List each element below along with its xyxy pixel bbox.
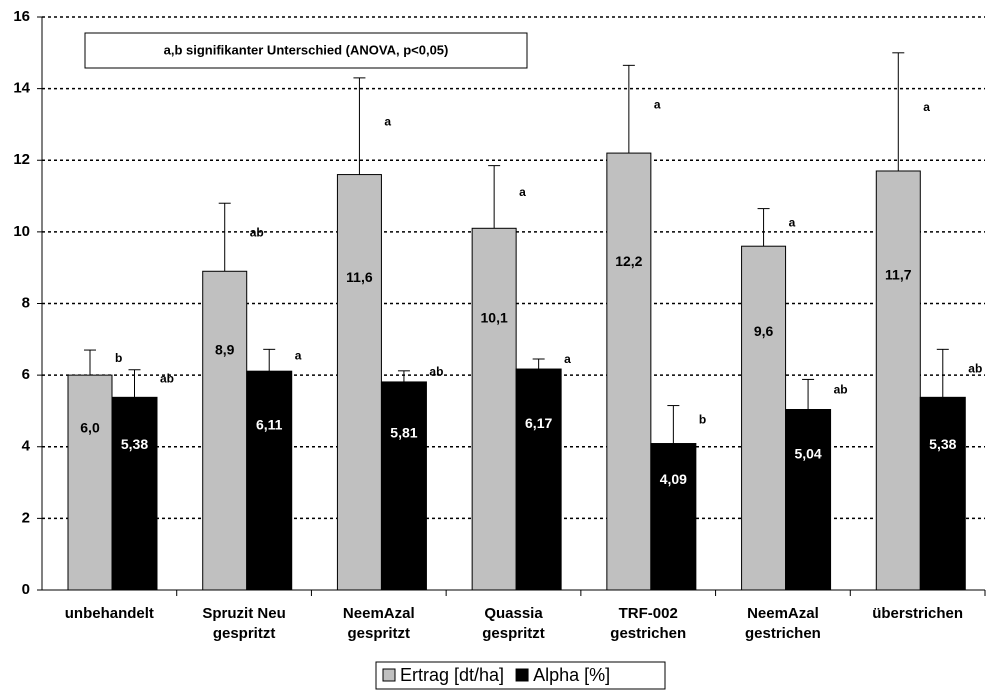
legend: Ertrag [dt/ha] Alpha [%]: [375, 661, 666, 690]
error-bar: [532, 358, 545, 370]
significance-letter: a: [564, 352, 571, 366]
data-label: 10,1: [481, 309, 508, 325]
x-tick-label: unbehandelt: [65, 605, 154, 622]
y-tick-label: 0: [22, 581, 30, 598]
bar: [919, 396, 966, 591]
bar: [336, 174, 382, 591]
legend-label: Ertrag [dt/ha]: [400, 665, 504, 685]
data-label: 8,9: [215, 342, 235, 358]
x-tick-label: Quassia: [484, 605, 543, 622]
data-label: 11,6: [346, 269, 373, 285]
y-tick-label: 12: [13, 151, 30, 168]
bar: [741, 245, 787, 591]
data-label: 4,09: [660, 471, 687, 487]
error-bar: [84, 349, 96, 376]
y-tick-label: 4: [22, 438, 31, 455]
x-tick-label: gespritzt: [348, 625, 411, 642]
significance-letter: ab: [429, 365, 443, 379]
data-label: 6,11: [256, 417, 283, 433]
bar: [111, 396, 158, 591]
bar: [246, 370, 293, 591]
significance-letter: b: [115, 351, 122, 365]
error-bar: [353, 77, 366, 175]
x-tick-label: NeemAzal: [343, 605, 415, 622]
x-tick-label: gespritzt: [482, 625, 545, 642]
data-label: 5,38: [121, 436, 148, 452]
y-tick-label: 2: [22, 509, 30, 526]
error-bar: [128, 369, 141, 398]
data-label: 6,0: [80, 420, 100, 436]
significance-letter: ab: [250, 225, 264, 239]
x-tick-label: NeemAzal: [747, 605, 819, 622]
error-bar: [397, 370, 410, 382]
data-label: 5,04: [794, 445, 821, 461]
bar: [875, 170, 921, 591]
significance-letter: a: [519, 185, 526, 199]
significance-letter: ab: [834, 383, 848, 397]
legend-swatch: [382, 668, 396, 682]
annotation-box: [84, 32, 528, 69]
y-tick-label: 6: [22, 366, 30, 383]
x-tick-label: gestrichen: [745, 625, 821, 642]
y-tick-label: 8: [22, 294, 30, 311]
y-tick-label: 10: [13, 223, 30, 240]
y-tick-label: 16: [13, 8, 30, 25]
data-label: 9,6: [754, 323, 774, 339]
x-tick-label: überstrichen: [872, 605, 963, 622]
error-bar: [936, 348, 949, 398]
error-bar: [218, 202, 231, 272]
bar: [471, 227, 517, 591]
significance-letter: ab: [968, 362, 982, 376]
bar: [606, 152, 652, 591]
bar: [515, 368, 562, 591]
significance-letter: a: [654, 97, 661, 111]
significance-letter: a: [923, 100, 930, 114]
significance-letter: a: [384, 114, 391, 128]
error-bar: [802, 378, 815, 410]
error-bar: [622, 64, 635, 154]
legend-swatch: [515, 668, 529, 682]
data-label: 11,7: [885, 266, 912, 282]
x-tick-label: gespritzt: [213, 625, 276, 642]
significance-letter: ab: [160, 372, 174, 386]
legend-label: Alpha [%]: [533, 665, 610, 685]
error-bar: [667, 405, 680, 444]
x-tick-label: TRF-002: [619, 605, 678, 622]
error-bar: [263, 348, 276, 372]
y-tick-label: 14: [13, 80, 30, 97]
x-tick-label: Spruzit Neu: [202, 605, 285, 622]
bar: [380, 381, 427, 591]
x-tick-label: gestrichen: [610, 625, 686, 642]
data-label: 6,17: [525, 415, 552, 431]
bar: [650, 443, 697, 591]
significance-letter: a: [295, 348, 302, 362]
error-bar: [892, 52, 905, 171]
data-label: 12,2: [615, 253, 642, 269]
significance-letter: a: [789, 216, 796, 230]
bar: [67, 374, 113, 591]
significance-letter: b: [699, 413, 706, 427]
error-bar: [757, 208, 770, 247]
error-bar: [488, 165, 501, 229]
data-label: 5,38: [929, 436, 956, 452]
data-label: 5,81: [390, 425, 417, 441]
bar: [202, 270, 248, 591]
annotation: a,b signifikanter Unterschied (ANOVA, p<…: [164, 42, 449, 57]
bar: [785, 409, 832, 591]
